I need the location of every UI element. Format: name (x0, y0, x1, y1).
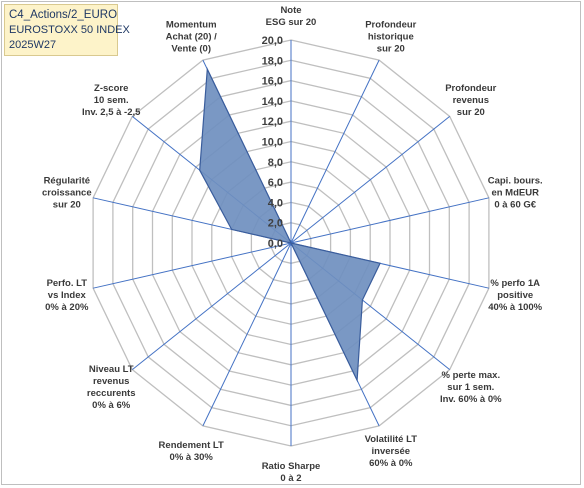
axis-spoke (290, 197, 490, 244)
r-tick-label: 0,0 (268, 238, 283, 250)
axis-label-line: Ratio Sharpe (262, 461, 321, 472)
r-tick-label: 4,0 (268, 197, 283, 209)
axis-label: Ratio Sharpe 0 à 2 (262, 461, 321, 484)
axis-label: Niveau LT revenus reccurents 0% à 6% (87, 364, 136, 411)
axis-label-line: Régularité (44, 175, 90, 186)
axis-label-line: Perfo. LT (47, 278, 88, 289)
axis-label-line: historique (368, 31, 414, 42)
title-line-3: 2025W27 (9, 39, 57, 51)
axis-label-line: Profondeur (445, 83, 496, 94)
axis-spoke (290, 59, 380, 244)
axis-label-line: croissance (42, 187, 92, 198)
axis-label-line: Capi. bours. (488, 175, 543, 186)
axis-label-line: Inv. 2,5 à -2,5 (82, 107, 141, 118)
axis-label: Régularité croissance sur 20 (42, 175, 92, 210)
axis-label-line: 0 à 60 G€ (494, 199, 536, 210)
axis-label-line: positive (497, 290, 533, 301)
axis-label: % perfo 1A positive 40% à 100% (488, 278, 542, 313)
axis-label-line: Vente (0) (171, 43, 211, 54)
axis-label-line: % perte max. (441, 370, 500, 381)
r-tick-label: 2,0 (268, 218, 283, 230)
axis-label: Note ESG sur 20 (266, 5, 317, 28)
axis-label-line: 10 sem. (94, 95, 129, 106)
r-tick-label: 8,0 (268, 157, 283, 169)
r-tick-label: 10,0 (262, 137, 283, 149)
axis-label: Momentum Achat (20) / Vente (0) (166, 19, 218, 54)
r-tick-label: 14,0 (262, 96, 283, 108)
axis-label-line: Inv. 60% à 0% (440, 394, 502, 405)
axis-label-line: sur 20 (377, 43, 405, 54)
r-tick-label: 18,0 (262, 55, 283, 67)
chart-title-box: C4_Actions/2_EURO EUROSTOXX 50 INDEX 202… (4, 4, 130, 56)
series-area (199, 66, 381, 383)
axis-label-line: 0% à 6% (92, 400, 131, 411)
axis-label-line: Note (280, 5, 301, 16)
axis-label-line: Niveau LT (89, 364, 134, 375)
axis-spoke (202, 242, 292, 427)
axis-label-line: 40% à 100% (488, 302, 542, 313)
axis-label-line: Momentum (166, 19, 217, 30)
axis-label: Z-score 10 sem. Inv. 2,5 à -2,5 (82, 83, 141, 118)
axis-label-line: reccurents (87, 388, 136, 399)
axis-label-line: sur 20 (457, 107, 485, 118)
axis-spoke (92, 242, 292, 289)
r-tick-label: 12,0 (262, 116, 283, 128)
axis-label: Profondeur historique sur 20 (365, 19, 416, 54)
r-tick-label: 6,0 (268, 177, 283, 189)
axis-label-line: Achat (20) / (166, 31, 218, 42)
axis-label-line: % perfo 1A (490, 278, 540, 289)
axis-label-line: sur 1 sem. (447, 382, 494, 393)
axis-label-line: ESG sur 20 (266, 17, 317, 28)
axis-label: Profondeur revenus sur 20 (445, 83, 496, 118)
r-tick-label: 20,0 (262, 35, 283, 47)
axis-label-line: revenus (93, 376, 129, 387)
axis-label-line: Z-score (94, 83, 128, 94)
title-line-1: C4_Actions/2_EURO (9, 9, 118, 21)
axis-label-line: Profondeur (365, 19, 416, 30)
axis-label: Rendement LT 0% à 30% (159, 440, 224, 463)
axis-label-line: Rendement LT (159, 440, 224, 451)
axis-label-line: inversée (372, 446, 411, 457)
axis-label-line: revenus (453, 95, 489, 106)
axis-label-line: 0 à 2 (280, 473, 301, 484)
axis-label-line: 0% à 30% (170, 452, 214, 463)
radar-series (199, 66, 381, 383)
axis-label: % perte max. sur 1 sem. Inv. 60% à 0% (440, 370, 502, 405)
axis-spoke (131, 242, 292, 370)
axis-label: Perfo. LT vs Index 0% à 20% (45, 278, 89, 313)
radar-tick-labels: 0,0 2,0 4,0 6,0 8,0 10,0 12,0 14,0 16,0 18,0 20,0 (262, 35, 283, 250)
title-line-2: EUROSTOXX 50 INDEX (9, 24, 130, 36)
axis-label-line: 0% à 20% (45, 302, 89, 313)
axis-label-line: vs Index (48, 290, 87, 301)
radar-axis-labels: Note ESG sur 20 Profondeur historique sur 20… (42, 5, 543, 484)
axis-label: Capi. bours. en MdEUR 0 à 60 G€ (488, 175, 543, 210)
axis-label-line: en MdEUR (491, 187, 539, 198)
axis-label-line: 60% à 0% (369, 458, 413, 469)
r-tick-label: 16,0 (262, 76, 283, 88)
axis-label: Volatilité LT inversée 60% à 0% (365, 434, 418, 469)
axis-label-line: Volatilité LT (365, 434, 418, 445)
axis-label-line: sur 20 (53, 199, 81, 210)
axis-spoke (290, 116, 451, 244)
